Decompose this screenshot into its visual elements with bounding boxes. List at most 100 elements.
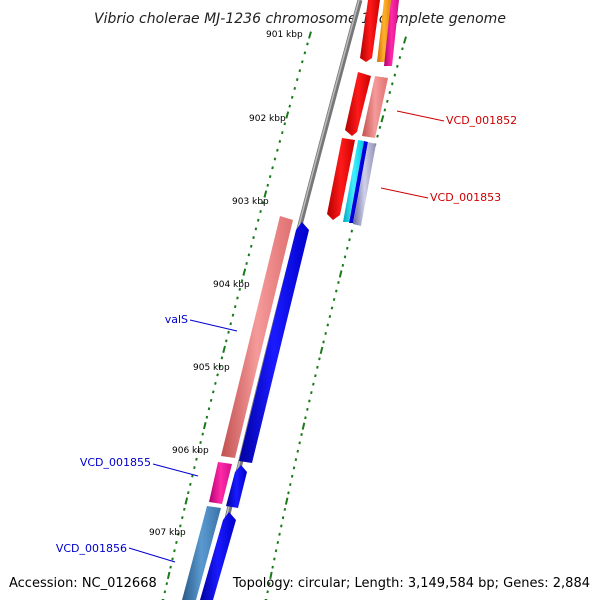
minor-tick (343, 255, 347, 259)
gene-blue-thin[interactable] (349, 141, 368, 223)
minor-tick (310, 391, 313, 395)
tick-labels: 901 kbp 902 kbp 903 kbp 904 kbp 905 kbp … (149, 30, 303, 538)
minor-tick (247, 253, 251, 257)
minor-tick (308, 399, 311, 403)
gene-cyan[interactable] (343, 140, 364, 222)
gene-vcd-001856[interactable] (182, 506, 221, 600)
minor-tick (225, 339, 228, 343)
tick-label: 905 kbp (193, 363, 230, 373)
minor-tick (296, 449, 300, 453)
gene-red-top[interactable] (360, 0, 380, 62)
minor-tick (218, 364, 222, 368)
major-tick (166, 571, 171, 580)
gene-label-vcd-001856[interactable]: VCD_001856 (56, 542, 127, 555)
minor-tick (207, 407, 211, 411)
gene-label-vcd-001855[interactable]: VCD_001855 (80, 456, 151, 469)
gene-vcd-001853[interactable] (353, 142, 376, 226)
minor-tick (298, 69, 302, 73)
gene-vals[interactable] (221, 216, 293, 458)
minor-tick (390, 82, 394, 86)
tick-ring (161, 31, 312, 600)
minor-tick (195, 457, 198, 461)
minor-tick (288, 104, 292, 108)
major-tick (285, 111, 290, 119)
minor-tick (276, 541, 280, 544)
minor-tick (261, 201, 265, 205)
minor-tick (245, 262, 248, 266)
minor-tick (273, 557, 276, 561)
minor-tick (249, 244, 253, 248)
gene-blue-large[interactable] (239, 222, 309, 463)
minor-tick (276, 148, 279, 152)
minor-tick (322, 340, 325, 344)
major-tick (319, 346, 324, 355)
minor-tick (280, 131, 284, 135)
minor-tick (236, 296, 239, 300)
forward-strand-genes (327, 0, 399, 226)
minor-tick (268, 175, 272, 179)
minor-tick (169, 565, 172, 569)
minor-tick (289, 483, 292, 487)
gene-label-vcd-001852[interactable]: VCD_001852 (446, 114, 517, 127)
minor-tick (187, 491, 190, 495)
leader-vcd-001855 (152, 463, 199, 477)
minor-tick (350, 229, 354, 233)
major-tick (308, 31, 312, 39)
major-tick (284, 497, 289, 505)
minor-tick (295, 78, 299, 82)
minor-tick (301, 60, 304, 64)
gene-blue-bottom[interactable] (200, 512, 236, 600)
major-tick (222, 345, 226, 354)
minor-tick (383, 108, 387, 112)
tick-label: 901 kbp (266, 30, 303, 40)
major-tick (184, 497, 189, 505)
minor-tick (386, 99, 389, 103)
gene-label-vals[interactable]: valS (165, 313, 188, 326)
tick-label: 907 kbp (149, 528, 186, 538)
gene-vcd-001855[interactable] (209, 462, 232, 504)
minor-tick (393, 73, 397, 77)
major-tick (338, 270, 343, 278)
gene-red-lower[interactable] (327, 138, 355, 220)
tick-label: 904 kbp (213, 280, 250, 290)
minor-tick (287, 491, 290, 495)
minor-tick (328, 315, 332, 319)
minor-tick (205, 415, 209, 419)
leader-vcd-001853 (380, 187, 429, 199)
gene-red-middle[interactable] (345, 72, 371, 136)
minor-tick (294, 458, 298, 462)
minor-tick (177, 532, 180, 536)
minor-tick (312, 382, 315, 386)
major-tick (269, 571, 273, 580)
minor-tick (334, 289, 338, 293)
minor-tick (197, 449, 200, 453)
minor-tick (179, 524, 182, 528)
gene-vcd-001852[interactable] (362, 76, 388, 138)
minor-tick (175, 540, 178, 544)
gene-labels: VCD_001852 VCD_001853 valS VCD_001855 VC… (56, 114, 517, 555)
gene-blue-small[interactable] (226, 465, 247, 508)
tick-label: 906 kbp (172, 446, 209, 456)
minor-tick (304, 416, 307, 420)
minor-tick (388, 91, 392, 95)
minor-tick (306, 42, 309, 46)
minor-tick (274, 549, 278, 553)
minor-tick (254, 227, 258, 231)
minor-tick (345, 246, 349, 250)
leader-vals (189, 319, 238, 332)
gene-orange-top[interactable] (377, 0, 391, 62)
gene-label-vcd-001853[interactable]: VCD_001853 (430, 191, 501, 204)
minor-tick (318, 357, 321, 361)
minor-tick (324, 331, 327, 335)
major-tick (263, 190, 268, 198)
minor-tick (281, 516, 285, 520)
minor-tick (227, 330, 230, 334)
minor-tick (306, 407, 309, 411)
tick-label: 902 kbp (249, 114, 286, 124)
minor-tick (211, 390, 215, 394)
map-title: Vibrio cholerae MJ-1236 chromosome 1, co… (94, 11, 506, 27)
minor-tick (293, 86, 297, 90)
minor-tick (283, 122, 287, 126)
minor-tick (298, 441, 301, 445)
gene-magenta-top[interactable] (384, 0, 399, 66)
